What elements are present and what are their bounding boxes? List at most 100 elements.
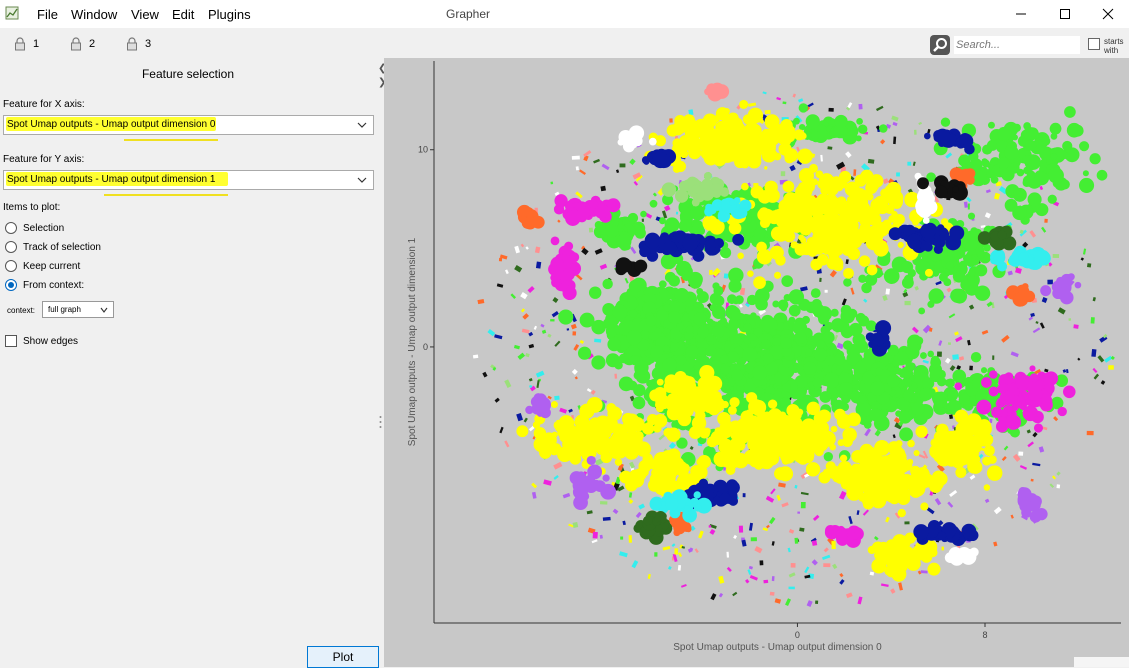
scatter-point xyxy=(891,210,898,218)
scatter-point xyxy=(552,297,559,303)
scatter-point xyxy=(926,525,939,538)
scatter-point xyxy=(669,516,682,528)
maximize-icon xyxy=(1060,9,1070,19)
scatter-point xyxy=(847,102,853,109)
scatter-point xyxy=(601,163,610,171)
scatter-point xyxy=(755,297,768,311)
scatter-point xyxy=(551,310,559,318)
scatter-point xyxy=(1057,307,1066,315)
scatter-point xyxy=(903,224,916,237)
scatter-point xyxy=(712,282,720,290)
scatter-point xyxy=(894,422,903,430)
scatter-point xyxy=(887,190,904,206)
scatter-point xyxy=(934,497,942,506)
minimize-button[interactable] xyxy=(998,0,1044,28)
search-input[interactable] xyxy=(954,36,1080,54)
y-axis-select[interactable]: Spot Umap outputs - Umap output dimensio… xyxy=(3,170,374,196)
scatter-point xyxy=(640,330,650,340)
scatter-point xyxy=(633,384,646,397)
scatter-point xyxy=(543,479,552,486)
scatter-point xyxy=(677,393,684,401)
x-axis-select[interactable]: Spot Umap outputs - Umap output dimensio… xyxy=(3,115,374,141)
scatter-point xyxy=(798,103,809,113)
show-edges-checkbox[interactable] xyxy=(5,335,17,347)
scatter-point xyxy=(941,275,948,282)
scatter-point xyxy=(612,304,628,320)
scatter-point xyxy=(829,269,837,278)
starts-with-checkbox[interactable] xyxy=(1088,38,1100,50)
scatter-point xyxy=(1017,487,1032,502)
close-button[interactable] xyxy=(1085,0,1129,28)
radio-from-context[interactable] xyxy=(5,279,17,291)
menu-file[interactable]: File xyxy=(37,7,58,22)
scatter-point xyxy=(797,148,813,164)
scatter-point xyxy=(641,218,644,222)
radio-track-of-selection[interactable] xyxy=(5,241,17,253)
scatter-point xyxy=(492,366,497,371)
radio-selection-label: Selection xyxy=(23,223,65,234)
scatter-point xyxy=(882,178,889,185)
scatter-point xyxy=(851,449,865,463)
lock-3-button[interactable]: 3 xyxy=(125,36,151,52)
scatter-point xyxy=(879,463,887,471)
menu-view[interactable]: View xyxy=(131,7,159,22)
scatter-point xyxy=(788,528,795,534)
scatter-point xyxy=(799,124,806,131)
maximize-button[interactable] xyxy=(1042,0,1088,28)
scatter-point xyxy=(911,401,925,416)
scatter-point xyxy=(607,337,622,352)
plot-button[interactable]: Plot xyxy=(307,646,379,668)
scatter-point xyxy=(874,440,890,456)
scatter-point xyxy=(568,523,574,528)
scatter-point xyxy=(700,142,710,152)
scatter-point xyxy=(1018,451,1024,456)
scatter-point xyxy=(985,189,991,194)
scatter-point xyxy=(837,439,845,447)
radio-selection[interactable] xyxy=(5,222,17,234)
scatter-point xyxy=(930,355,940,365)
scatter-point xyxy=(875,224,887,236)
collapse-toggle[interactable]: ❮ ❯ xyxy=(378,62,386,90)
scatter-point xyxy=(660,253,677,270)
scatter-point xyxy=(856,228,871,243)
scatter-point xyxy=(726,551,730,558)
plot-panel[interactable]: 0 8 10 0 Spot Umap outputs - Umap output dim… xyxy=(384,58,1129,667)
scatter-point xyxy=(753,276,766,289)
radio-keep-current[interactable] xyxy=(5,260,17,272)
scatter-point xyxy=(666,406,682,421)
scatter-point xyxy=(599,534,603,539)
lock-2-button[interactable]: 2 xyxy=(69,36,95,52)
scatter-point xyxy=(1104,355,1113,363)
scatter-point xyxy=(642,515,653,526)
search-box xyxy=(930,35,1080,55)
scatter-point xyxy=(618,129,633,145)
scatter-point xyxy=(769,245,784,260)
scatter-point xyxy=(667,565,672,570)
scatter-point xyxy=(874,550,884,560)
menu-plugins[interactable]: Plugins xyxy=(208,7,251,22)
lock-1-button[interactable]: 1 xyxy=(13,36,39,52)
scatter-point xyxy=(1091,349,1097,357)
scatter-point xyxy=(602,278,613,290)
scatter-point xyxy=(992,355,995,360)
scatter-point xyxy=(848,322,863,337)
scatter-point xyxy=(680,583,687,588)
scatter-point xyxy=(844,181,860,197)
search-icon[interactable] xyxy=(930,35,950,55)
scatter-point xyxy=(630,246,637,254)
scatter-point xyxy=(870,478,885,493)
context-select[interactable]: full graph xyxy=(42,301,114,318)
scatter-point xyxy=(796,159,803,166)
scatter-point xyxy=(800,501,806,509)
scatter-point xyxy=(699,365,715,381)
splitter-grip[interactable] xyxy=(379,415,382,429)
scatter-point xyxy=(742,347,758,362)
menu-window[interactable]: Window xyxy=(71,7,118,22)
scatter-point xyxy=(887,344,899,356)
scatter-point xyxy=(789,416,803,430)
scatter-point xyxy=(688,146,702,160)
menu-edit[interactable]: Edit xyxy=(172,7,195,22)
scatter-point xyxy=(997,230,1007,240)
scatter-point xyxy=(628,492,633,498)
